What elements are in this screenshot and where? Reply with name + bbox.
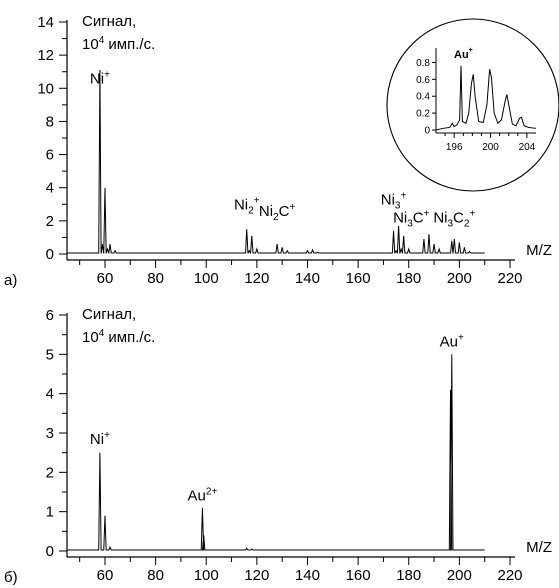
y-tick-label: 8 bbox=[46, 113, 54, 130]
x-tick-label: 180 bbox=[396, 270, 421, 287]
peak-label: Au+ bbox=[440, 332, 464, 350]
y-tick-label: 4 bbox=[46, 180, 54, 197]
x-tick-label: 160 bbox=[346, 567, 371, 584]
panel-label: а) bbox=[4, 272, 17, 289]
x-axis-label: M/Z bbox=[526, 242, 552, 259]
inset-circle bbox=[386, 18, 559, 192]
x-tick-label: 60 bbox=[97, 270, 114, 287]
y-tick-label: 6 bbox=[46, 307, 54, 324]
inset-x-tick-label: 204 bbox=[519, 142, 536, 153]
x-tick-label: 140 bbox=[295, 270, 320, 287]
inset-y-tick-label: 0.8 bbox=[416, 58, 430, 69]
y-tick-label: 3 bbox=[46, 425, 54, 442]
x-tick-label: 140 bbox=[295, 567, 320, 584]
y-tick-label: 1 bbox=[46, 504, 54, 521]
y-tick-label: 10 bbox=[37, 80, 54, 97]
inset-y-tick-label: 0 bbox=[424, 126, 430, 137]
inset: 0 0.2 0.4 0.6 0.8 196 200 204 Au+ bbox=[386, 18, 559, 192]
x-tick-label: 60 bbox=[97, 567, 114, 584]
peak-label: Au2+ bbox=[188, 487, 218, 505]
chart-panel-2: 0 1 2 3 4 5 6 60 80 100 120 140 160 180 200 220 Сигнал, 1… bbox=[4, 306, 552, 586]
y-tick-label: 12 bbox=[37, 47, 54, 64]
y-axis-label: Сигнал, bbox=[82, 306, 136, 323]
y-tick-label: 4 bbox=[46, 386, 54, 403]
inset-y-tick-label: 0.2 bbox=[416, 109, 430, 120]
x-tick-label: 100 bbox=[194, 567, 219, 584]
x-tick-label: 220 bbox=[497, 270, 522, 287]
y-axis-label: Сигнал, bbox=[82, 13, 136, 30]
x-tick-label: 220 bbox=[497, 567, 522, 584]
peak-label: Ni3C2+ bbox=[433, 209, 475, 230]
y-tick-label: 6 bbox=[46, 147, 54, 164]
peak-label: Ni2C+ bbox=[259, 202, 296, 223]
x-tick-label: 200 bbox=[447, 270, 472, 287]
panel-label: б) bbox=[4, 569, 18, 586]
inset-x-tick-label: 196 bbox=[446, 142, 463, 153]
peak-label: Ni2+ bbox=[234, 195, 260, 216]
inset-y-tick-label: 0.4 bbox=[416, 92, 430, 103]
y-axis-unit-label: 104 имп./с. bbox=[82, 328, 155, 346]
x-tick-label: 100 bbox=[194, 270, 219, 287]
x-tick-label: 80 bbox=[147, 567, 164, 584]
y-tick-label: 14 bbox=[37, 14, 54, 31]
peak-label: Ni+ bbox=[90, 430, 110, 448]
peak-label: Ni3C+ bbox=[393, 209, 430, 230]
x-tick-label: 160 bbox=[346, 270, 371, 287]
inset-spectrum-line bbox=[435, 65, 537, 131]
y-axis-unit-label: 104 имп./с. bbox=[82, 35, 155, 53]
inset-ion-label: Au+ bbox=[454, 47, 473, 61]
x-tick-label: 200 bbox=[447, 567, 472, 584]
spectrum-line bbox=[67, 354, 485, 551]
x-axis-label: M/Z bbox=[526, 539, 552, 556]
peak-label: Ni+ bbox=[90, 69, 110, 87]
x-tick-label: 120 bbox=[244, 270, 269, 287]
y-tick-label: 0 bbox=[46, 246, 54, 263]
inset-x-tick-label: 200 bbox=[482, 142, 499, 153]
y-tick-label: 2 bbox=[46, 464, 54, 481]
spectrum-line bbox=[67, 70, 485, 254]
inset-y-tick-label: 0.6 bbox=[416, 75, 430, 86]
y-tick-label: 0 bbox=[46, 543, 54, 560]
chart-panel-1: 0 2 4 6 8 10 12 14 60 80 100 120 140 160 180 200 220 Сигн… bbox=[4, 13, 559, 289]
y-tick-label: 5 bbox=[46, 346, 54, 363]
y-tick-label: 2 bbox=[46, 213, 54, 230]
peak-label: Ni3+ bbox=[381, 190, 407, 211]
x-tick-label: 180 bbox=[396, 567, 421, 584]
x-tick-label: 80 bbox=[147, 270, 164, 287]
x-tick-label: 120 bbox=[244, 567, 269, 584]
